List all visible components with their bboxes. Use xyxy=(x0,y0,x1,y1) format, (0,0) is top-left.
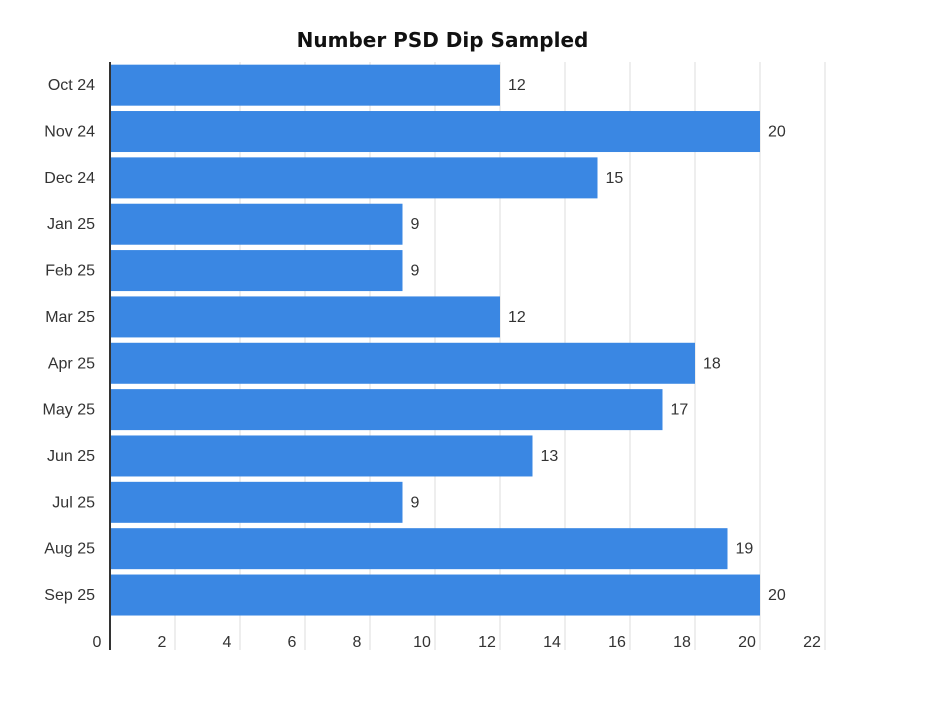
bar-3 xyxy=(110,203,403,245)
bar-2 xyxy=(110,157,598,199)
bar-11 xyxy=(110,574,760,616)
x-tick-label-0: 0 xyxy=(93,634,102,651)
data-label-7: 17 xyxy=(671,402,689,419)
category-label-9: Jul 25 xyxy=(52,494,95,511)
category-label-5: Mar 25 xyxy=(45,309,95,326)
data-label-8: 13 xyxy=(541,448,559,465)
data-label-1: 20 xyxy=(768,124,786,141)
data-label-11: 20 xyxy=(768,587,786,604)
bar-5 xyxy=(110,296,500,338)
x-tick-label-6: 6 xyxy=(288,634,297,651)
chart-title: Number PSD Dip Sampled xyxy=(296,28,589,52)
x-tick-label-10: 10 xyxy=(413,634,431,651)
category-label-4: Feb 25 xyxy=(45,263,95,280)
bar-6 xyxy=(110,342,695,384)
bar-0 xyxy=(110,64,500,106)
data-label-6: 18 xyxy=(703,355,721,372)
data-label-3: 9 xyxy=(411,216,420,233)
x-tick-label-16: 16 xyxy=(608,634,626,651)
category-label-8: Jun 25 xyxy=(47,448,95,465)
data-label-10: 19 xyxy=(736,541,754,558)
x-tick-label-2: 2 xyxy=(158,634,167,651)
category-label-6: Apr 25 xyxy=(48,355,95,372)
category-label-2: Dec 24 xyxy=(44,170,95,187)
data-label-4: 9 xyxy=(411,263,420,280)
data-label-2: 15 xyxy=(606,170,624,187)
bar-7 xyxy=(110,389,663,431)
bar-10 xyxy=(110,528,728,570)
category-label-0: Oct 24 xyxy=(48,77,95,94)
category-label-3: Jan 25 xyxy=(47,216,95,233)
x-tick-label-4: 4 xyxy=(223,634,232,651)
bar-1 xyxy=(110,111,760,153)
x-tick-label-18: 18 xyxy=(673,634,691,651)
x-tick-label-20: 20 xyxy=(738,634,756,651)
data-label-0: 12 xyxy=(508,77,526,94)
x-tick-label-14: 14 xyxy=(543,634,561,651)
bar-4 xyxy=(110,250,403,292)
x-tick-label-22: 22 xyxy=(803,634,821,651)
x-tick-label-8: 8 xyxy=(353,634,362,651)
x-tick-label-12: 12 xyxy=(478,634,496,651)
category-label-1: Nov 24 xyxy=(44,124,95,141)
category-label-11: Sep 25 xyxy=(44,587,95,604)
bar-9 xyxy=(110,481,403,523)
category-label-10: Aug 25 xyxy=(44,541,95,558)
data-label-9: 9 xyxy=(411,494,420,511)
bar-8 xyxy=(110,435,533,477)
category-label-7: May 25 xyxy=(43,402,96,419)
data-label-5: 12 xyxy=(508,309,526,326)
